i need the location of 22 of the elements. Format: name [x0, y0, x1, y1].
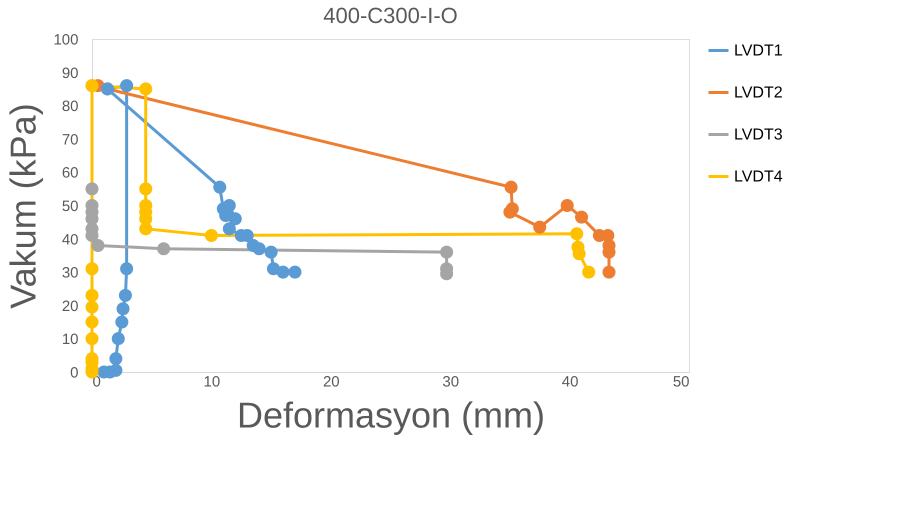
y-tick-label: 80 — [62, 98, 78, 116]
y-axis-title: Vakum (kPa) — [2, 103, 44, 309]
legend-label: LVDT4 — [734, 168, 783, 186]
x-tick-label: 20 — [322, 374, 340, 390]
y-tick-label: 70 — [62, 131, 78, 148]
y-tick-label: 30 — [62, 264, 78, 282]
legend-label: LVDT3 — [734, 126, 783, 144]
legend-label: LVDT2 — [734, 84, 783, 102]
chart-title: 400-C300-I-O — [323, 3, 458, 28]
x-tick-label: 10 — [204, 374, 220, 390]
y-tick-label: 10 — [62, 331, 78, 348]
x-tick-label: 50 — [672, 374, 690, 390]
legend-label: LVDT1 — [734, 42, 783, 60]
y-tick-label: 40 — [62, 231, 78, 248]
x-tick-label: 40 — [562, 374, 578, 390]
x-tick-label: 30 — [442, 374, 460, 390]
y-tick-label: 90 — [62, 64, 78, 82]
x-axis-title: Deformasyon (mm) — [236, 394, 546, 436]
y-tick-label: 50 — [62, 198, 78, 215]
y-tick-label: 60 — [62, 164, 78, 182]
y-tick-label: 20 — [62, 298, 78, 315]
y-tick-label: 100 — [53, 32, 78, 48]
